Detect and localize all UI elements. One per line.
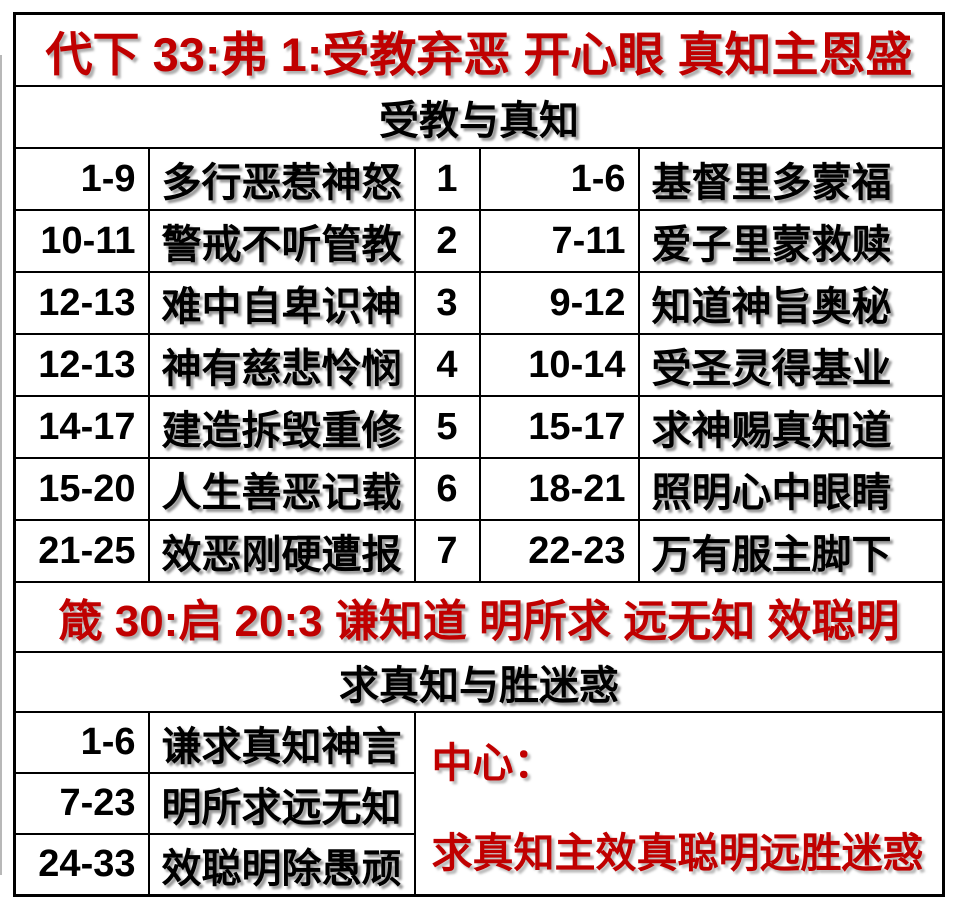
section2-subtitle-row: 求真知与胜迷惑 <box>13 651 945 713</box>
row-number: 2 <box>413 209 481 273</box>
left-verse-range: 14-17 <box>13 395 150 459</box>
right-summary: 求神赐真知道 <box>637 395 945 459</box>
table-row: 1-9 多行恶惹神怒 1 1-6 基督里多蒙福 <box>13 147 945 211</box>
right-verse-range: 1-6 <box>478 147 640 211</box>
right-verse-range: 10-14 <box>478 333 640 397</box>
verse-range: 1-6 <box>13 711 150 774</box>
right-summary: 知道神旨奥秘 <box>637 271 945 335</box>
row-number: 3 <box>413 271 481 335</box>
table-row: 7-23 明所求远无知 <box>13 772 944 835</box>
left-verse-range: 15-20 <box>13 457 150 521</box>
right-summary: 万有服主脚下 <box>637 519 945 583</box>
summary: 明所求远无知 <box>147 772 416 835</box>
right-summary: 照明心中眼睛 <box>637 457 945 521</box>
row-number: 1 <box>413 147 481 211</box>
section2-title: 箴 30:启 20:3 谦知道 明所求 远无知 效聪明 <box>13 581 945 653</box>
left-verse-range: 12-13 <box>13 271 150 335</box>
left-verse-range: 10-11 <box>13 209 150 273</box>
table-row: 15-20 人生善恶记载 6 18-21 照明心中眼睛 <box>13 457 945 521</box>
right-verse-range: 15-17 <box>478 395 640 459</box>
left-summary: 神有慈悲怜悯 <box>147 333 416 397</box>
table-row: 14-17 建造拆毁重修 5 15-17 求神赐真知道 <box>13 395 945 459</box>
section1-title-row: 代下 33:弗 1:受教弃恶 开心眼 真知主恩盛 <box>13 12 945 87</box>
table-row: 12-13 难中自卑识神 3 9-12 知道神旨奥秘 <box>13 271 945 335</box>
section1-subtitle: 受教与真知 <box>13 85 945 149</box>
table-row: 12-13 神有慈悲怜悯 4 10-14 受圣灵得基业 <box>13 333 945 397</box>
row-number: 4 <box>413 333 481 397</box>
slide-edge-artifact <box>0 55 2 875</box>
left-summary: 建造拆毁重修 <box>147 395 416 459</box>
center-text: 求真知主效真聪明远胜迷惑 <box>431 829 924 876</box>
left-summary: 难中自卑识神 <box>147 271 416 335</box>
right-verse-range: 18-21 <box>478 457 640 521</box>
center-label: 中心： <box>431 739 555 786</box>
left-verse-range: 12-13 <box>13 333 150 397</box>
row-number: 6 <box>413 457 481 521</box>
row-number: 5 <box>413 395 481 459</box>
right-verse-range: 7-11 <box>478 209 640 273</box>
table-row: 10-11 警戒不听管教 2 7-11 爱子里蒙救赎 <box>13 209 945 273</box>
table-row: 24-33 效聪明除愚顽 <box>13 833 944 897</box>
left-summary: 警戒不听管教 <box>147 209 416 273</box>
verse-range: 24-33 <box>13 833 150 897</box>
table-row: 1-6 谦求真知神言 中心： 求真知主效真聪明远胜迷惑 <box>13 711 945 897</box>
right-summary: 爱子里蒙救赎 <box>637 209 945 273</box>
left-summary: 多行恶惹神怒 <box>147 147 416 211</box>
section1-title: 代下 33:弗 1:受教弃恶 开心眼 真知主恩盛 <box>13 12 945 87</box>
section1-subtitle-row: 受教与真知 <box>13 85 945 149</box>
left-summary: 效恶刚硬遭报 <box>147 519 416 583</box>
right-verse-range: 22-23 <box>478 519 640 583</box>
bible-study-outline-table: 代下 33:弗 1:受教弃恶 开心眼 真知主恩盛 受教与真知 1-9 多行恶惹神… <box>13 12 946 897</box>
summary: 谦求真知神言 <box>147 711 416 774</box>
right-summary: 受圣灵得基业 <box>637 333 945 397</box>
right-summary: 基督里多蒙福 <box>637 147 945 211</box>
left-summary: 人生善恶记载 <box>147 457 416 521</box>
section2-subtitle: 求真知与胜迷惑 <box>13 651 945 713</box>
left-verse-range: 21-25 <box>13 519 150 583</box>
row-number: 7 <box>413 519 481 583</box>
center-message-cell: 中心： 求真知主效真聪明远胜迷惑 <box>413 711 945 897</box>
verse-range: 7-23 <box>13 772 150 835</box>
section2-title-row: 箴 30:启 20:3 谦知道 明所求 远无知 效聪明 <box>13 581 945 653</box>
summary: 效聪明除愚顽 <box>147 833 416 897</box>
left-verse-range: 1-9 <box>13 147 150 211</box>
right-verse-range: 9-12 <box>478 271 640 335</box>
table-row: 21-25 效恶刚硬遭报 7 22-23 万有服主脚下 <box>13 519 945 583</box>
